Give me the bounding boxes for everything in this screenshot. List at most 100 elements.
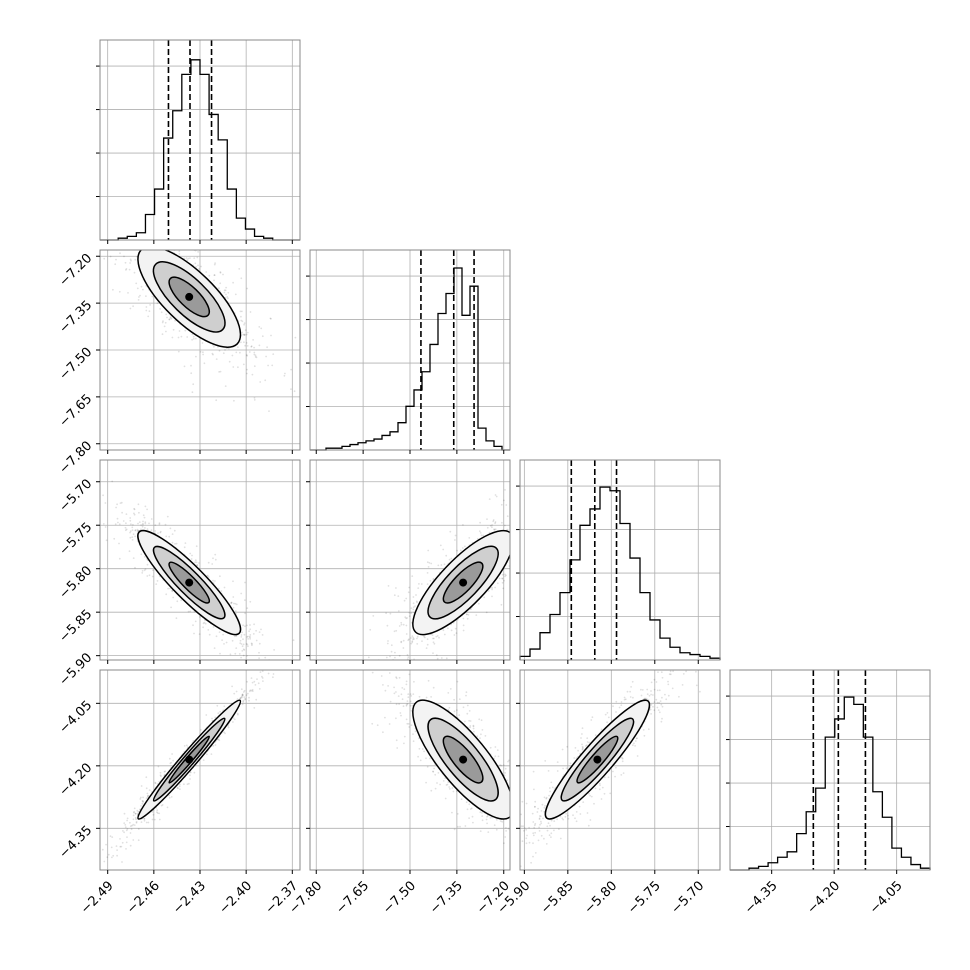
sample-point bbox=[479, 521, 481, 524]
sample-point bbox=[436, 657, 439, 660]
sample-point bbox=[487, 590, 490, 592]
sample-point bbox=[248, 351, 251, 353]
sample-point bbox=[235, 635, 238, 638]
sample-point bbox=[253, 397, 256, 399]
sample-point bbox=[201, 342, 204, 344]
sample-point bbox=[137, 522, 139, 525]
sample-point bbox=[407, 591, 410, 594]
sample-point bbox=[238, 653, 241, 655]
sample-point bbox=[151, 247, 153, 249]
sample-point bbox=[156, 580, 159, 582]
sample-point bbox=[157, 532, 159, 534]
sample-point bbox=[249, 663, 251, 665]
sample-point bbox=[141, 572, 144, 574]
sample-point bbox=[166, 246, 168, 248]
sample-point bbox=[150, 529, 153, 531]
sample-point bbox=[170, 606, 173, 609]
sample-point bbox=[178, 250, 181, 253]
sample-point bbox=[504, 489, 506, 491]
histogram-panel-2 bbox=[516, 459, 721, 661]
sample-point bbox=[140, 524, 143, 526]
scatter-panel-1-0 bbox=[99, 243, 301, 451]
sample-point bbox=[254, 355, 257, 358]
sample-point bbox=[223, 291, 226, 294]
panel-content bbox=[103, 243, 297, 412]
sample-point bbox=[405, 624, 408, 627]
sample-point bbox=[146, 528, 149, 530]
sample-point bbox=[132, 557, 135, 559]
sample-point bbox=[271, 364, 274, 367]
sample-point bbox=[198, 616, 201, 618]
sample-point bbox=[511, 563, 513, 565]
sample-point bbox=[215, 635, 218, 638]
sample-point bbox=[501, 577, 504, 580]
sample-point bbox=[136, 530, 139, 532]
sample-point bbox=[432, 637, 434, 640]
sample-point bbox=[115, 506, 117, 509]
sample-point bbox=[213, 279, 215, 282]
sample-point bbox=[426, 572, 429, 574]
sample-point bbox=[191, 391, 194, 394]
sample-point bbox=[454, 627, 457, 630]
sample-point bbox=[118, 557, 121, 560]
sample-point bbox=[449, 530, 452, 533]
sample-point bbox=[103, 257, 106, 260]
sample-point bbox=[129, 258, 132, 261]
sample-point bbox=[432, 641, 435, 644]
sample-point bbox=[124, 526, 127, 529]
sample-point bbox=[253, 353, 256, 356]
sample-point bbox=[411, 640, 414, 643]
sample-point bbox=[247, 638, 250, 640]
sample-point bbox=[214, 553, 217, 556]
sample-point bbox=[427, 549, 430, 552]
sample-point bbox=[203, 362, 206, 365]
sample-point bbox=[395, 587, 397, 589]
sample-point bbox=[513, 523, 515, 525]
sample-point bbox=[213, 647, 216, 649]
sample-point bbox=[258, 326, 261, 328]
sample-point bbox=[136, 528, 139, 531]
sample-point bbox=[405, 597, 408, 600]
sample-point bbox=[129, 519, 132, 522]
sample-point bbox=[206, 574, 209, 577]
sample-point bbox=[227, 291, 230, 294]
sample-point bbox=[202, 353, 205, 356]
sample-point bbox=[207, 629, 210, 631]
sample-point bbox=[293, 390, 296, 393]
sample-point bbox=[242, 624, 245, 627]
sample-point bbox=[125, 513, 128, 515]
sample-point bbox=[450, 629, 453, 632]
sample-point bbox=[179, 243, 181, 245]
sample-point bbox=[492, 520, 495, 523]
sample-point bbox=[180, 335, 183, 338]
sample-point bbox=[158, 523, 161, 526]
sample-point bbox=[385, 656, 388, 659]
sample-point bbox=[292, 639, 295, 642]
sample-point bbox=[125, 528, 128, 531]
sample-point bbox=[147, 315, 150, 318]
sample-point bbox=[394, 651, 396, 654]
sample-point bbox=[250, 642, 253, 645]
sample-point bbox=[489, 524, 492, 527]
sample-point bbox=[241, 631, 244, 634]
sample-point bbox=[165, 330, 167, 333]
sample-point bbox=[515, 552, 517, 554]
sample-point bbox=[241, 645, 244, 648]
sample-point bbox=[378, 661, 380, 663]
sample-point bbox=[385, 612, 387, 615]
sample-point bbox=[367, 656, 370, 659]
sample-point bbox=[140, 528, 142, 531]
sample-point bbox=[116, 517, 119, 520]
sample-point bbox=[494, 521, 497, 523]
sample-point bbox=[258, 344, 261, 347]
sample-point bbox=[284, 372, 286, 375]
sample-point bbox=[230, 601, 233, 604]
sample-point bbox=[190, 364, 192, 367]
scatter-panel-2-0 bbox=[99, 459, 301, 665]
sample-point bbox=[517, 495, 519, 497]
sample-point bbox=[224, 385, 227, 387]
sample-point bbox=[142, 514, 145, 517]
panel-content bbox=[102, 480, 295, 665]
sample-point bbox=[129, 536, 132, 539]
sample-point bbox=[140, 553, 143, 556]
